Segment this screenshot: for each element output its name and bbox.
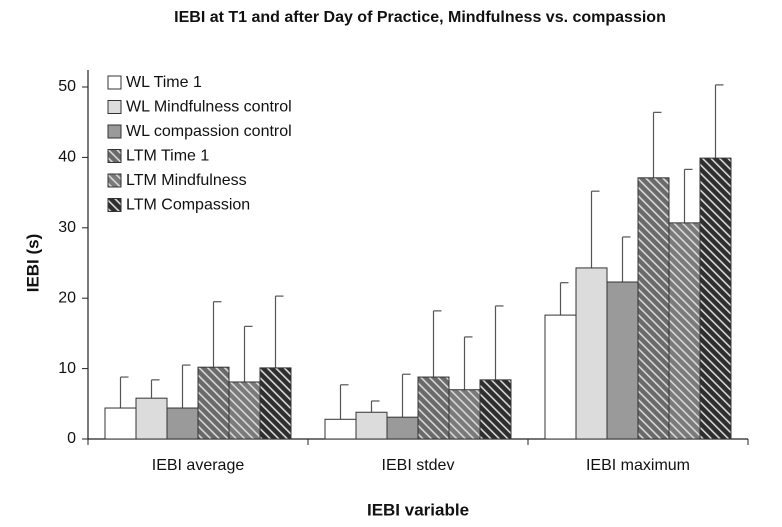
legend-swatch xyxy=(107,173,122,188)
bar xyxy=(386,416,419,440)
bar xyxy=(606,281,639,440)
legend-label: WL compassion control xyxy=(126,123,292,140)
y-tick-label: 20 xyxy=(58,289,76,306)
bar xyxy=(699,157,732,440)
bar xyxy=(259,367,292,440)
bar xyxy=(448,389,481,440)
y-tick-label: 50 xyxy=(58,78,76,95)
legend-label: LTM Compassion xyxy=(126,197,250,214)
legend-label: WL Mindfulness control xyxy=(126,99,292,116)
bar xyxy=(166,407,199,440)
x-axis-title: IEBI variable xyxy=(367,500,469,519)
bar xyxy=(575,267,608,440)
bar xyxy=(668,222,701,440)
legend-label: WL Time 1 xyxy=(126,74,202,91)
x-tick-label: IEBI average xyxy=(152,457,245,474)
y-axis-title: IEBI (s) xyxy=(23,234,42,293)
bar xyxy=(355,411,388,440)
bar xyxy=(417,376,450,440)
chart-title: IEBI at T1 and after Day of Practice, Mi… xyxy=(174,9,666,26)
bar xyxy=(544,314,577,440)
bar xyxy=(197,366,230,440)
bar xyxy=(135,397,168,440)
bar xyxy=(324,418,357,440)
y-tick-label: 10 xyxy=(58,360,76,377)
legend-label: LTM Time 1 xyxy=(126,148,209,165)
bar xyxy=(637,177,670,440)
legend-swatch xyxy=(107,75,122,90)
bar xyxy=(228,381,261,440)
legend-swatch xyxy=(107,198,122,212)
bar xyxy=(479,379,512,440)
legend-swatch xyxy=(107,149,122,163)
bar xyxy=(104,407,137,440)
y-tick-label: 30 xyxy=(58,219,76,236)
legend-swatch xyxy=(107,124,122,139)
y-tick-label: 0 xyxy=(67,430,76,447)
legend-label: LTM Mindfulness xyxy=(126,172,247,189)
y-tick-label: 40 xyxy=(58,149,76,166)
legend-swatch xyxy=(107,100,122,114)
x-tick-label: IEBI maximum xyxy=(586,457,690,474)
x-tick-label: IEBI stdev xyxy=(382,457,455,474)
